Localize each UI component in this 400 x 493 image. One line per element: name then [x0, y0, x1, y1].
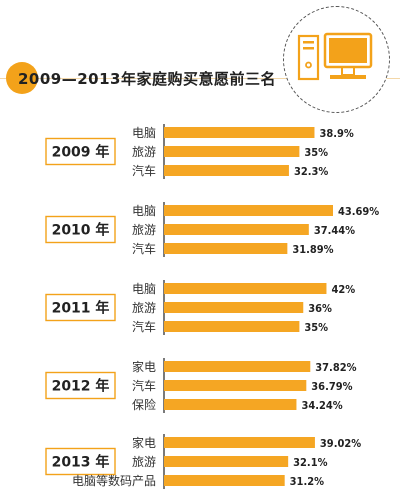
- value-label: 32.3%: [294, 165, 328, 178]
- bar: [164, 205, 333, 216]
- category-label: 家电: [132, 435, 156, 450]
- category-label: 旅游: [132, 145, 156, 159]
- bar: [164, 243, 288, 254]
- category-label: 汽车: [132, 319, 156, 334]
- bar: [164, 146, 300, 157]
- bar: [164, 380, 307, 391]
- year-box: [45, 215, 116, 244]
- computer-icon: [297, 32, 373, 81]
- bar: [164, 302, 304, 313]
- value-label: 31.89%: [292, 243, 333, 256]
- bar: [164, 399, 297, 410]
- year-box: [45, 447, 116, 476]
- value-label: 32.1%: [293, 456, 327, 469]
- bar: [164, 321, 300, 332]
- year-box: [45, 293, 116, 322]
- category-label: 旅游: [132, 455, 156, 469]
- bar: [164, 437, 315, 448]
- value-label: 35%: [304, 321, 328, 334]
- value-label: 36.79%: [311, 380, 352, 393]
- value-label: 34.24%: [301, 399, 342, 412]
- value-label: 43.69%: [338, 205, 379, 218]
- value-label: 37.82%: [315, 361, 356, 374]
- header-divider: [0, 78, 400, 79]
- year-box: [45, 137, 116, 166]
- bar: [164, 165, 289, 176]
- bar: [164, 361, 311, 372]
- category-label: 电脑: [132, 204, 156, 218]
- chart-title: 2009—2013年家庭购买意愿前三名: [18, 70, 276, 88]
- value-label: 37.44%: [314, 224, 355, 237]
- value-label: 39.02%: [320, 437, 361, 450]
- category-label: 电脑等数码产品: [72, 473, 156, 488]
- year-label: 2011 年: [52, 300, 110, 317]
- value-label: 42%: [331, 283, 355, 296]
- category-label: 汽车: [132, 163, 156, 178]
- value-label: 36%: [308, 302, 332, 315]
- category-label: 汽车: [132, 241, 156, 256]
- category-label: 家电: [132, 359, 156, 374]
- year-label: 2009 年: [52, 144, 110, 161]
- value-label: 38.9%: [319, 127, 353, 140]
- year-box: [45, 371, 116, 400]
- category-label: 电脑: [132, 126, 156, 140]
- category-label: 汽车: [132, 378, 156, 393]
- bar: [164, 283, 327, 294]
- value-label: 31.2%: [290, 475, 324, 488]
- category-label: 旅游: [132, 301, 156, 315]
- value-label: 35%: [304, 146, 328, 159]
- year-label: 2013 年: [52, 454, 110, 471]
- bar: [164, 127, 315, 138]
- title-bullet: [6, 62, 38, 94]
- category-label: 电脑: [132, 282, 156, 296]
- bar: [164, 456, 289, 467]
- bar: [164, 224, 309, 235]
- category-label: 保险: [132, 397, 156, 412]
- year-label: 2010 年: [52, 222, 110, 239]
- bar: [164, 475, 285, 486]
- year-label: 2012 年: [52, 378, 110, 395]
- computer-icon-badge: [283, 6, 390, 113]
- category-label: 旅游: [132, 223, 156, 237]
